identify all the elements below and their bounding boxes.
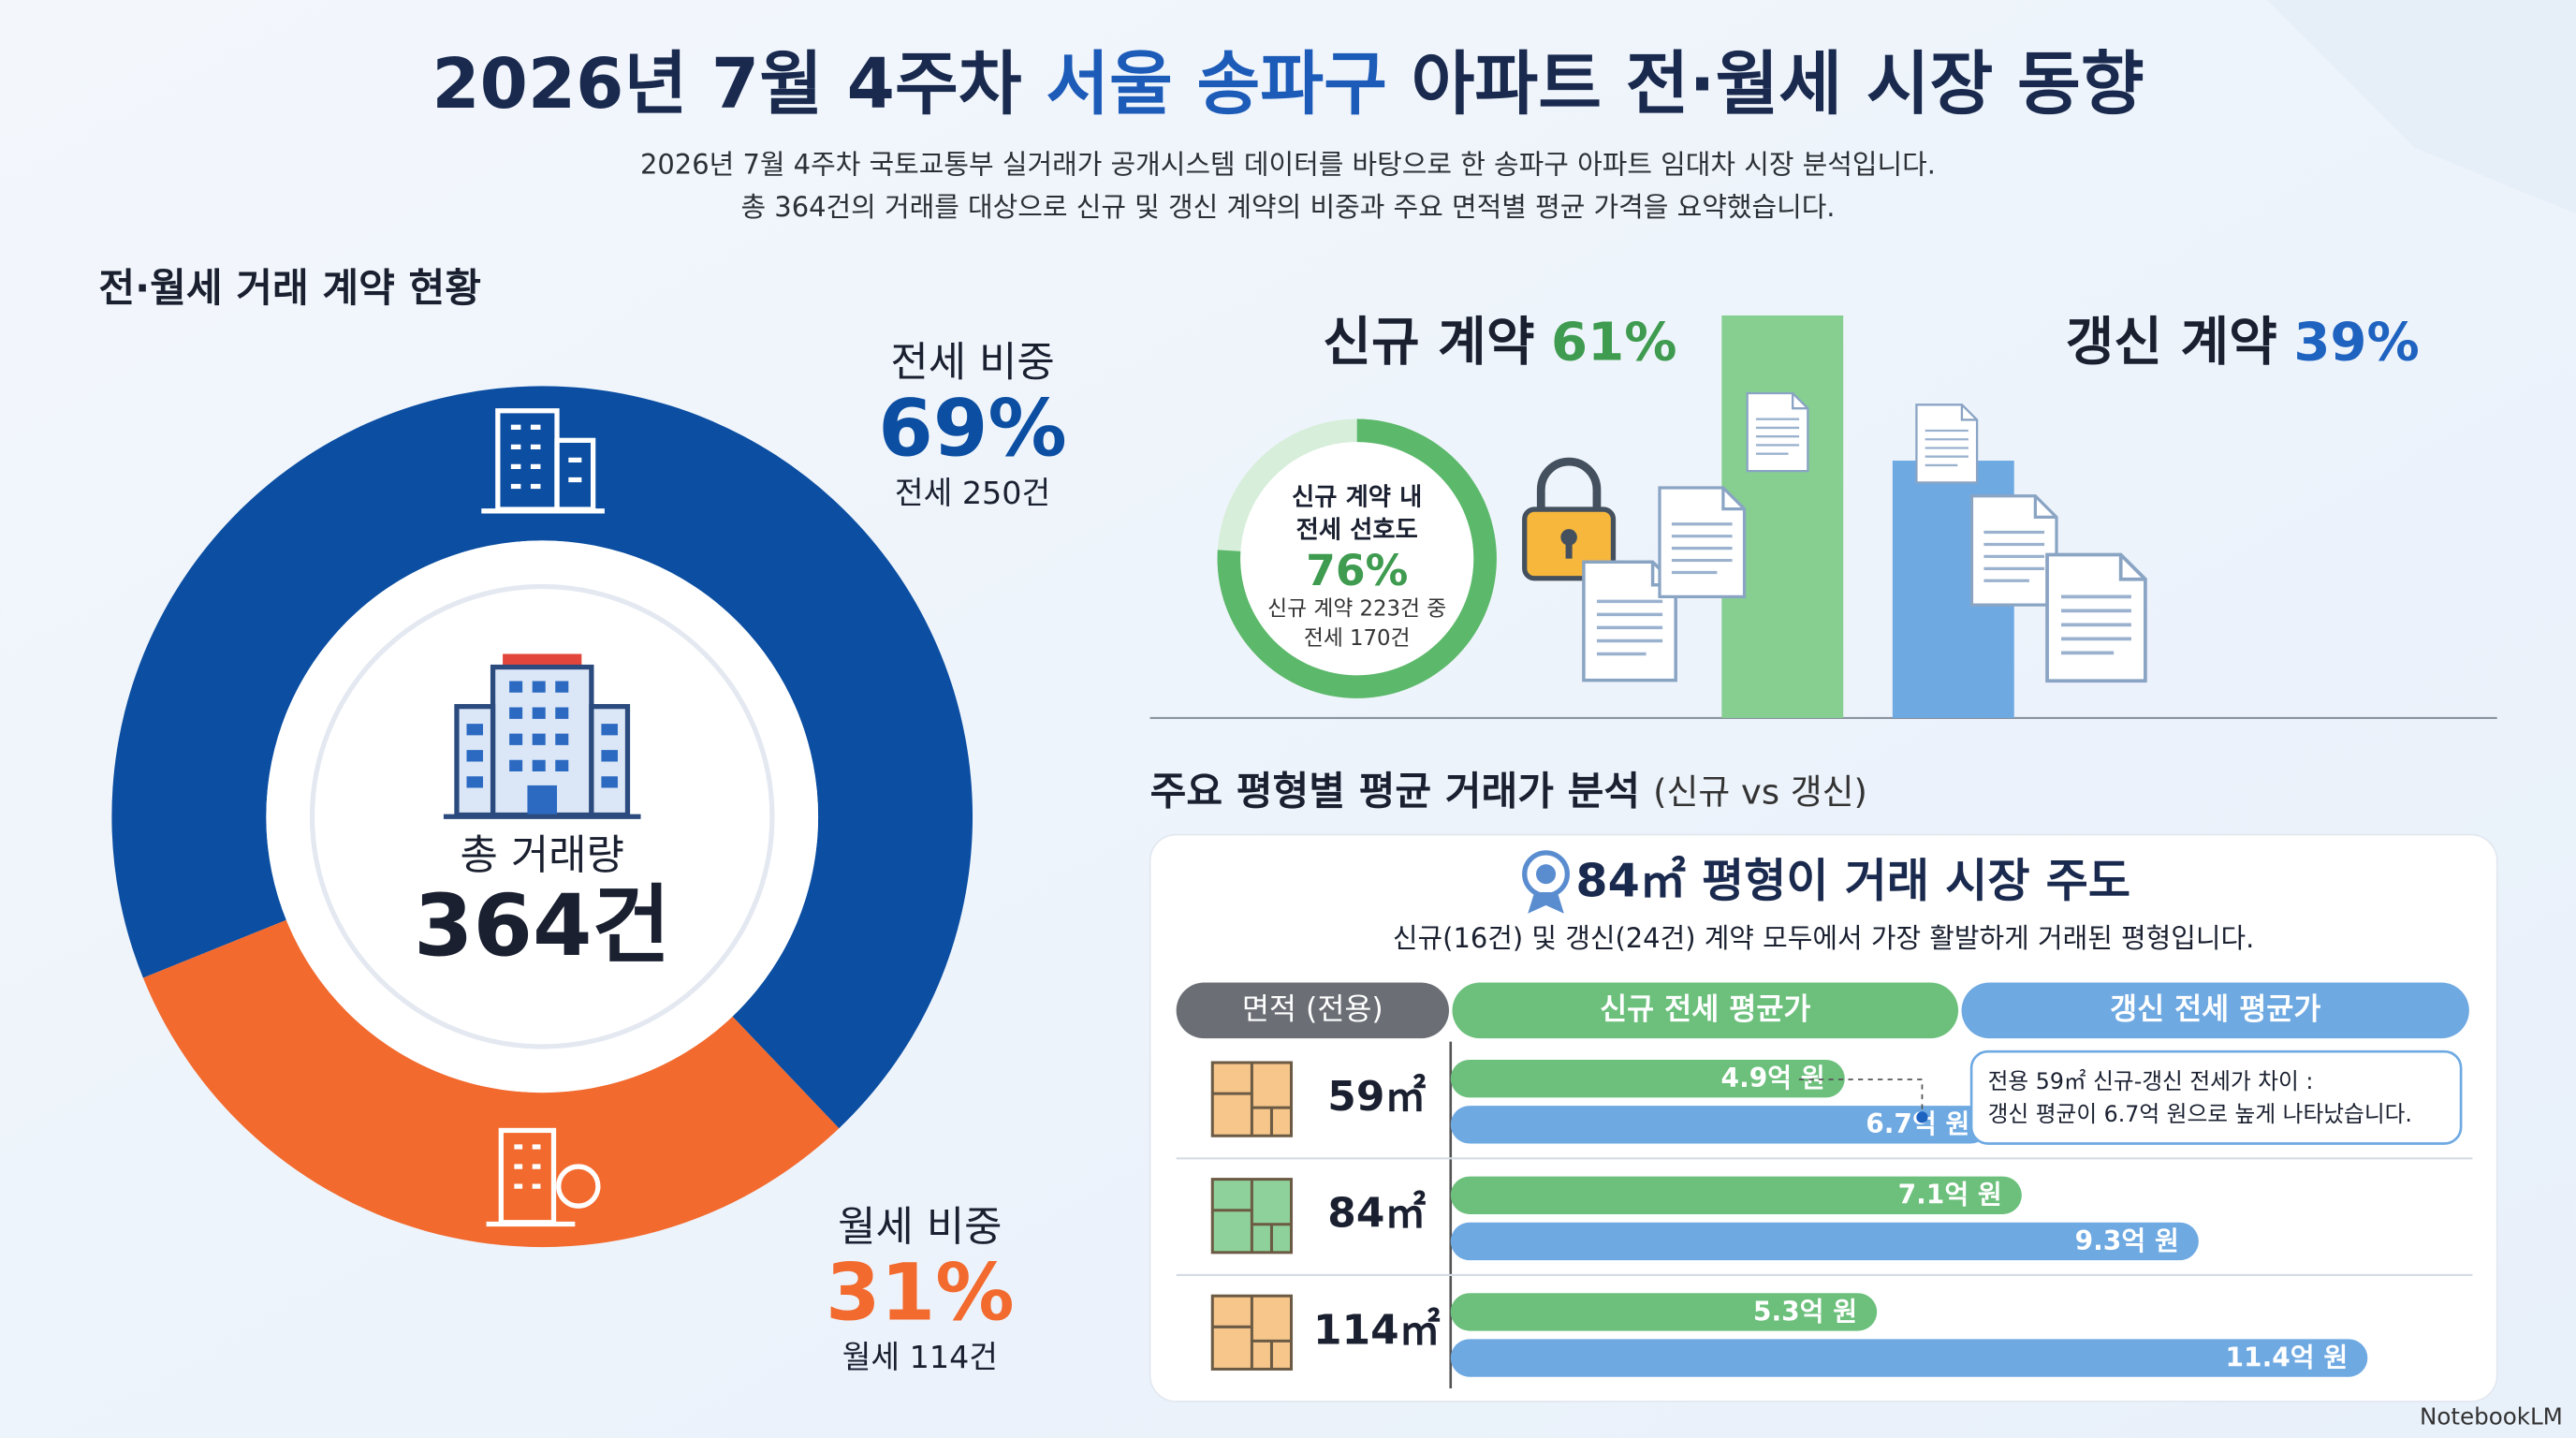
- donut-segment: [142, 919, 840, 1248]
- title-part: 아파트 전·월세 시장 동향: [1387, 45, 2144, 125]
- floorplan-icon: [1210, 1178, 1294, 1255]
- segment-value: 31%: [826, 1246, 1015, 1338]
- price-label: 11.4억 원: [2226, 1342, 2349, 1372]
- price-bar: [1450, 1222, 2199, 1261]
- price-bar: [1450, 1293, 1878, 1331]
- subtitle: 2026년 7월 4주차 국토교통부 실거래가 공개시스템 데이터를 바탕으로 …: [640, 148, 1936, 180]
- price-bar: [1450, 1339, 2368, 1377]
- segment-detail: 전세 250건: [895, 475, 1050, 511]
- contract-label: 갱신 계약 39%: [2066, 312, 2420, 373]
- document-icon: [1969, 494, 2058, 607]
- category-header: 면적 (전용): [1242, 992, 1383, 1026]
- highlight-title: 84㎡ 평형이 거래 시장 주도: [1575, 854, 2130, 908]
- contract-label: 신규 계약 61%: [1323, 312, 1676, 373]
- document-icon: [1915, 404, 1979, 484]
- segment-value: 69%: [878, 382, 1067, 474]
- price-bar: [1450, 1059, 1845, 1098]
- floorplan-icon: [1210, 1061, 1294, 1137]
- badge-icon: [1522, 850, 1570, 914]
- category-label: 59㎡: [1327, 1073, 1426, 1121]
- segment-label: 전세 비중: [890, 339, 1054, 387]
- gauge-title: 전세 선호도: [1296, 516, 1418, 544]
- legend-label: 갱신 전세 평균가: [2110, 992, 2320, 1026]
- annotation-dot: [1916, 1111, 1928, 1123]
- document-icon: [1658, 486, 1747, 598]
- highlight-text: 신규(16건) 및 갱신(24건) 계약 모두에서 가장 활발하게 거래된 평형…: [1393, 922, 2254, 954]
- donut-inner-ring: [309, 583, 775, 1049]
- annotation-connector: [1798, 1078, 1924, 1118]
- annotation-text: 전용 59㎡ 신규-갱신 전세가 차이 :: [1988, 1068, 2314, 1094]
- building-money-icon: [486, 1127, 601, 1227]
- section-title: 주요 평형별 평균 거래가 분석 (신규 vs 갱신): [1150, 768, 1867, 814]
- legend-pill: [1452, 982, 1959, 1039]
- donut-segment: [111, 386, 973, 1129]
- annotation-box: [1969, 1049, 2463, 1145]
- gauge-value: 76%: [1306, 546, 1408, 595]
- contract-value: 39%: [2293, 312, 2419, 373]
- title-highlight: 서울 송파구: [1046, 45, 1387, 125]
- segment-label: 월세 비중: [838, 1203, 1002, 1251]
- document-icon: [1746, 391, 1809, 473]
- section-title: 전·월세 거래 계약 현황: [98, 265, 481, 311]
- header-pill: [1176, 982, 1449, 1039]
- category-label: 84㎡: [1327, 1190, 1426, 1238]
- building-icon: [481, 408, 605, 514]
- contract-value: 61%: [1551, 312, 1676, 373]
- price-bar: [1450, 1106, 1990, 1144]
- segment-detail: 월세 114건: [842, 1339, 998, 1375]
- page-title: 2026년 7월 4주차 서울 송파구 아파트 전·월세 시장 동향: [432, 45, 2144, 125]
- center-label: 총 거래량: [461, 831, 624, 879]
- price-label: 4.9억 원: [1721, 1063, 1825, 1093]
- section-subtitle: (신규 vs 갱신): [1653, 771, 1867, 812]
- annotation-text: 갱신 평균이 6.7억 원으로 높게 나타났습니다.: [1988, 1101, 2412, 1127]
- legend-label: 신규 전세 평균가: [1600, 992, 1810, 1026]
- floorplan-icon: [1210, 1294, 1294, 1371]
- subtitle: 총 364건의 거래를 대상으로 신규 및 갱신 계약의 비중과 주요 면적별 …: [740, 191, 1835, 223]
- brand: NotebookLM: [2420, 1403, 2563, 1431]
- gauge-title: 신규 계약 내: [1292, 483, 1422, 511]
- section-title-text: 주요 평형별 평균 거래가 분석: [1150, 768, 1641, 814]
- price-label: 5.3억 원: [1753, 1296, 1857, 1327]
- contract-name: 갱신 계약: [2066, 312, 2277, 373]
- gauge-note: 신규 계약 223건 중: [1267, 597, 1446, 622]
- price-label: 7.1억 원: [1898, 1180, 2002, 1211]
- center-value: 364건: [414, 875, 670, 976]
- category-label: 114㎡: [1313, 1306, 1441, 1354]
- contract-name: 신규 계약: [1323, 312, 1534, 373]
- document-icon: [2045, 552, 2147, 683]
- gauge-face: [1228, 430, 1486, 687]
- gauge-note: 전세 170건: [1304, 626, 1411, 651]
- price-label: 6.7억 원: [1866, 1108, 1969, 1139]
- decor-shape: [2266, 0, 2576, 214]
- price-label: 9.3억 원: [2075, 1225, 2179, 1256]
- legend-pill: [1961, 982, 2469, 1039]
- title-part: 2026년 7월 4주차: [432, 45, 1046, 125]
- center-building-icon: [443, 653, 641, 819]
- price-bar: [1450, 1176, 2022, 1214]
